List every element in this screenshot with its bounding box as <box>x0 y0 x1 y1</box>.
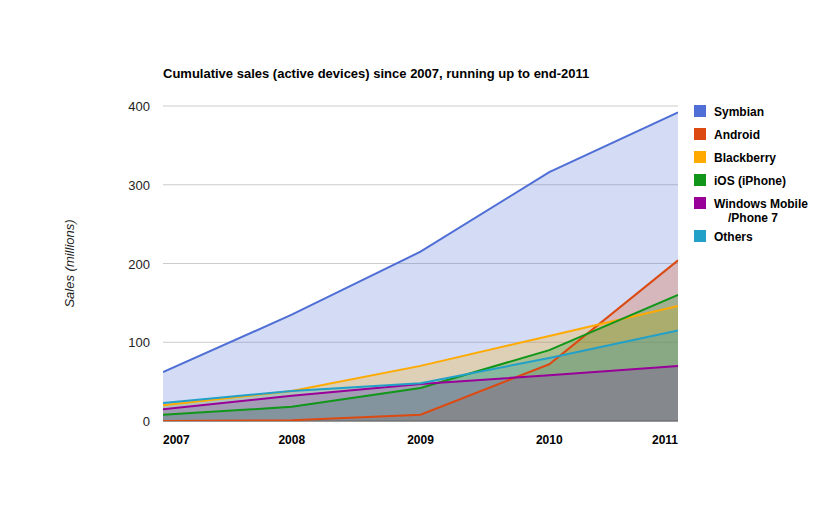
area <box>163 112 678 421</box>
line <box>163 330 678 402</box>
area <box>163 330 678 421</box>
chart: Cumulative sales (active devices) since … <box>0 0 829 509</box>
area <box>163 306 678 421</box>
area <box>163 260 678 421</box>
y-tick-label: 400 <box>128 99 150 114</box>
legend-label: Symbian <box>714 105 764 119</box>
y-axis-label: Sales (millions) <box>62 219 77 307</box>
title: Cumulative sales (active devices) since … <box>163 66 589 81</box>
legend-label: Windows Mobile/Phone 7 <box>714 197 808 225</box>
area <box>163 295 678 421</box>
chart-container: Cumulative sales (active devices) since … <box>0 0 829 509</box>
x-tick-label: 2008 <box>278 433 305 447</box>
y-tick-label: 0 <box>143 414 150 429</box>
x-tick-label: 2007 <box>163 433 190 447</box>
y-tick-label: 100 <box>128 335 150 350</box>
line <box>163 306 678 405</box>
legend: Symbian Android Blackberry iOS (iPhone) Wind… <box>694 105 808 244</box>
legend-swatch <box>694 197 706 209</box>
x-tick-label: 2011 <box>652 433 678 447</box>
legend-swatch <box>694 128 706 140</box>
line <box>163 366 678 409</box>
legend-label: iOS (iPhone) <box>714 174 786 188</box>
legend-swatch <box>694 174 706 186</box>
grid-line <box>163 106 678 107</box>
x-tick-label: 2009 <box>407 433 434 447</box>
legend-label: Blackberry <box>714 151 776 165</box>
y-tick-label: 300 <box>128 178 150 193</box>
legend-label: Android <box>714 128 760 142</box>
line <box>163 295 678 415</box>
line <box>163 112 678 372</box>
x-tick-label: 2010 <box>536 433 563 447</box>
line <box>163 260 678 421</box>
legend-label: Others <box>714 230 753 244</box>
y-tick-label: 200 <box>128 257 150 272</box>
legend-swatch <box>694 105 706 117</box>
legend-swatch <box>694 151 706 163</box>
legend-swatch <box>694 230 706 242</box>
plot-area <box>163 112 678 421</box>
